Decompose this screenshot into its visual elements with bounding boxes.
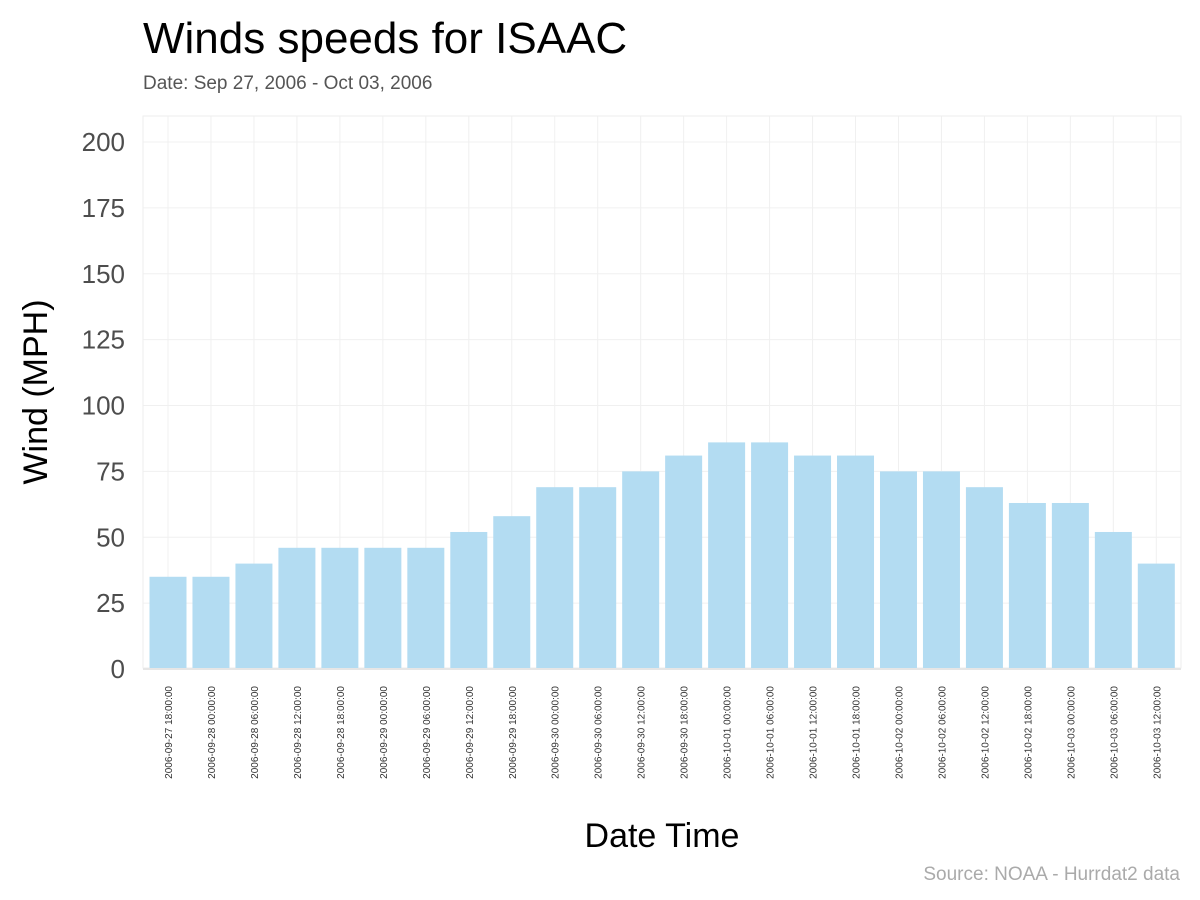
x-tick-label: 2006-10-02 00:00:00 xyxy=(894,686,905,779)
x-tick-label: 2006-09-29 18:00:00 xyxy=(508,686,519,779)
bar-1 xyxy=(192,576,230,669)
x-tick-label: 2006-10-01 18:00:00 xyxy=(852,686,863,779)
y-tick-label: 0 xyxy=(111,654,125,684)
x-tick-label: 2006-09-28 12:00:00 xyxy=(293,686,304,779)
y-tick-label: 200 xyxy=(82,127,125,157)
bar-4 xyxy=(321,547,359,669)
y-tick-label: 175 xyxy=(82,193,125,223)
x-tick-label: 2006-09-29 00:00:00 xyxy=(379,686,390,779)
bar-18 xyxy=(922,471,960,669)
bar-5 xyxy=(364,547,402,669)
x-axis-title: Date Time xyxy=(585,817,740,855)
bar-16 xyxy=(837,455,875,669)
x-axis-ticks: 2006-09-27 18:00:00 2006-09-28 00:00:00 20… xyxy=(164,686,1163,779)
x-tick-label: 2006-10-03 12:00:00 xyxy=(1152,686,1163,779)
y-axis-ticks: 0 25 50 75 100 125 150 175 200 xyxy=(82,127,125,684)
y-axis-title: Wind (MPH) xyxy=(17,299,55,484)
bar-20 xyxy=(1008,502,1046,669)
x-tick-label: 2006-10-01 06:00:00 xyxy=(766,686,777,779)
y-tick-label: 125 xyxy=(82,325,125,355)
bar-3 xyxy=(278,547,316,669)
x-tick-label: 2006-10-01 12:00:00 xyxy=(809,686,820,779)
bar-22 xyxy=(1094,531,1132,669)
bar-15 xyxy=(794,455,832,669)
y-tick-label: 150 xyxy=(82,259,125,289)
bar-17 xyxy=(879,471,917,669)
bar-12 xyxy=(665,455,703,669)
x-tick-label: 2006-10-01 00:00:00 xyxy=(723,686,734,779)
x-tick-label: 2006-09-28 00:00:00 xyxy=(207,686,218,779)
x-tick-label: 2006-09-28 18:00:00 xyxy=(336,686,347,779)
x-tick-label: 2006-10-02 18:00:00 xyxy=(1023,686,1034,779)
bar-11 xyxy=(622,471,660,669)
bar-21 xyxy=(1051,502,1089,669)
y-tick-label: 75 xyxy=(96,456,125,486)
x-tick-label: 2006-09-30 12:00:00 xyxy=(637,686,648,779)
x-tick-label: 2006-09-29 06:00:00 xyxy=(422,686,433,779)
chart-title: Winds speeds for ISAAC xyxy=(143,14,627,63)
x-tick-label: 2006-09-27 18:00:00 xyxy=(164,686,175,779)
x-tick-label: 2006-10-03 06:00:00 xyxy=(1109,686,1120,779)
bar-14 xyxy=(751,442,789,669)
x-tick-label: 2006-09-30 00:00:00 xyxy=(551,686,562,779)
bar-0 xyxy=(149,576,187,669)
bar-8 xyxy=(493,516,531,669)
y-tick-label: 100 xyxy=(82,391,125,421)
bar-2 xyxy=(235,563,273,669)
bar-19 xyxy=(965,487,1003,669)
source-caption: Source: NOAA - Hurrdat2 data xyxy=(923,864,1180,885)
x-tick-label: 2006-09-30 18:00:00 xyxy=(680,686,691,779)
bar-23 xyxy=(1137,563,1175,669)
bars xyxy=(149,442,1175,669)
y-tick-label: 25 xyxy=(96,588,125,618)
bar-7 xyxy=(450,531,488,669)
y-tick-label: 50 xyxy=(96,522,125,552)
bar-10 xyxy=(579,487,617,669)
chart-subtitle: Date: Sep 27, 2006 - Oct 03, 2006 xyxy=(143,73,432,94)
bar-13 xyxy=(708,442,746,669)
x-tick-label: 2006-09-29 12:00:00 xyxy=(465,686,476,779)
bar-9 xyxy=(536,487,574,669)
x-tick-label: 2006-10-02 06:00:00 xyxy=(937,686,948,779)
x-tick-label: 2006-10-03 00:00:00 xyxy=(1066,686,1077,779)
bar-6 xyxy=(407,547,445,669)
x-tick-label: 2006-10-02 12:00:00 xyxy=(980,686,991,779)
x-tick-label: 2006-09-28 06:00:00 xyxy=(250,686,261,779)
x-tick-label: 2006-09-30 06:00:00 xyxy=(594,686,605,779)
